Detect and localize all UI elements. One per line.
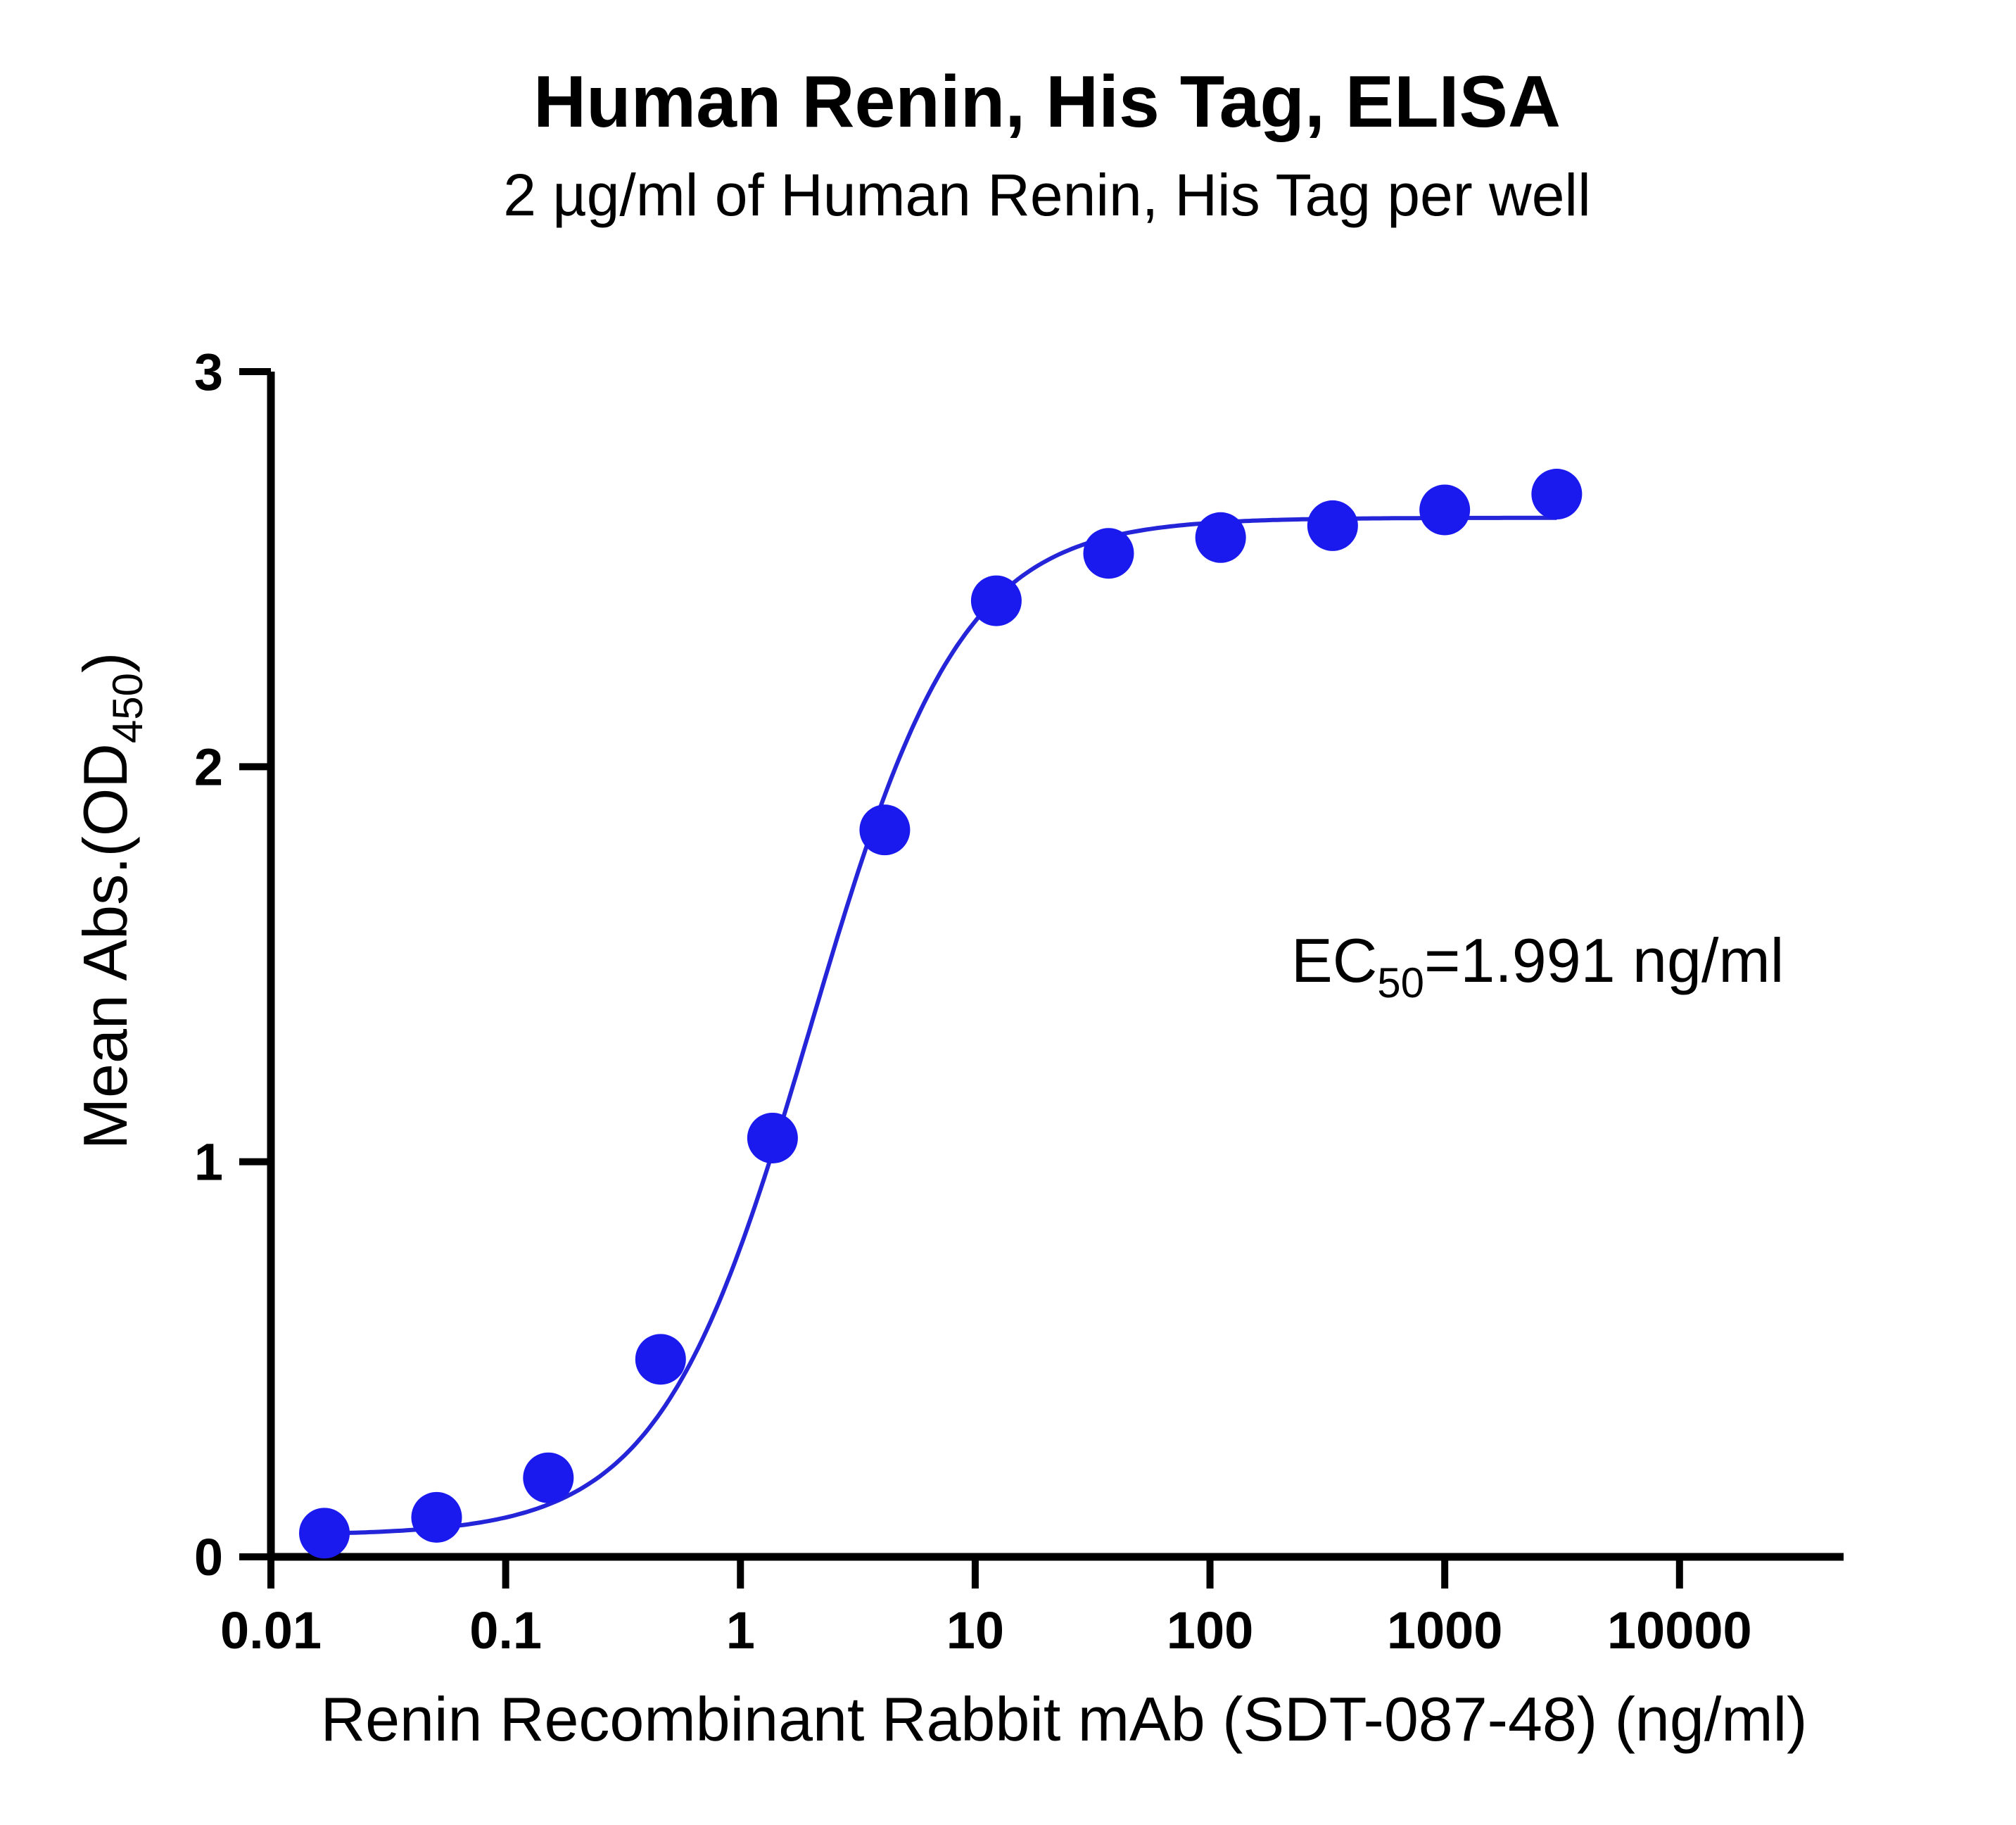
x-tick-label: 0.01: [220, 1601, 322, 1660]
ec50-prefix: EC: [1291, 926, 1377, 995]
data-point: [859, 804, 911, 856]
data-point: [411, 1491, 462, 1543]
data-point: [1419, 484, 1471, 536]
x-tick-label: 10000: [1607, 1601, 1752, 1660]
fit-curve: [324, 515, 1557, 1536]
x-tick-label: 1000: [1387, 1601, 1503, 1660]
ec50-sub: 50: [1377, 959, 1424, 1006]
y-axis-label-sub: 450: [104, 673, 151, 743]
data-point: [1083, 528, 1134, 579]
y-ticks: 0 1 2 3: [194, 343, 271, 1586]
data-point: [1195, 512, 1246, 563]
x-axis-label: Renin Recombinant Rabbit mAb (SDT-087-48…: [321, 1684, 1808, 1754]
data-point: [635, 1334, 686, 1385]
x-tick-label: 0.1: [469, 1601, 542, 1660]
y-axis-label-main: Mean Abs.(OD: [70, 743, 140, 1149]
data-point: [747, 1112, 798, 1163]
axes: [267, 372, 1844, 1561]
x-tick-label: 100: [1167, 1601, 1253, 1660]
x-tick-label: 1: [726, 1601, 755, 1660]
ec50-annotation: EC50=1.991 ng/ml: [1291, 926, 1784, 1006]
data-point: [1531, 469, 1583, 520]
y-axis-label-end: ): [70, 652, 140, 673]
chart-title: Human Renin, His Tag, ELISA: [533, 61, 1561, 143]
data-point: [523, 1452, 574, 1503]
data-point: [299, 1508, 350, 1559]
data-points: [299, 469, 1583, 1559]
data-point: [970, 575, 1022, 626]
ec50-value: =1.991 ng/ml: [1424, 926, 1784, 995]
x-tick-label: 10: [946, 1601, 1004, 1660]
y-tick-label: 0: [194, 1528, 223, 1586]
y-axis-label: Mean Abs.(OD450): [70, 652, 151, 1150]
y-tick-label: 1: [194, 1133, 223, 1192]
data-point: [1307, 500, 1358, 551]
y-tick-label: 3: [194, 343, 223, 401]
x-ticks: 0.01 0.1 1 10 100 1000 10000: [220, 1557, 1752, 1660]
chart-subtitle: 2 µg/ml of Human Renin, His Tag per well: [503, 162, 1591, 228]
y-tick-label: 2: [194, 738, 223, 796]
